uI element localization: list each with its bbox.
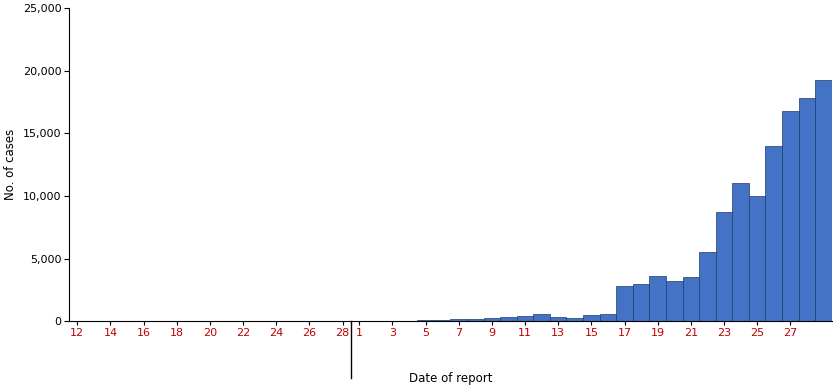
Bar [650, 276, 666, 321]
Bar [517, 316, 533, 321]
Bar [798, 98, 815, 321]
Bar [716, 212, 732, 321]
Bar [815, 79, 832, 321]
Bar [483, 318, 500, 321]
Bar [749, 196, 766, 321]
Bar [766, 146, 782, 321]
Bar [599, 314, 616, 321]
Bar [451, 319, 467, 321]
Bar [699, 252, 716, 321]
Bar [682, 277, 699, 321]
Bar [500, 317, 517, 321]
Y-axis label: No. of cases: No. of cases [4, 129, 18, 200]
Bar [666, 281, 682, 321]
Bar [434, 320, 451, 321]
Text: Date of report: Date of report [409, 372, 492, 385]
Bar [782, 111, 798, 321]
Bar [732, 184, 749, 321]
Bar [583, 315, 599, 321]
Bar [467, 319, 483, 321]
Bar [533, 314, 550, 321]
Bar [633, 284, 650, 321]
Bar [550, 317, 567, 321]
Bar [616, 286, 633, 321]
Bar [567, 318, 583, 321]
